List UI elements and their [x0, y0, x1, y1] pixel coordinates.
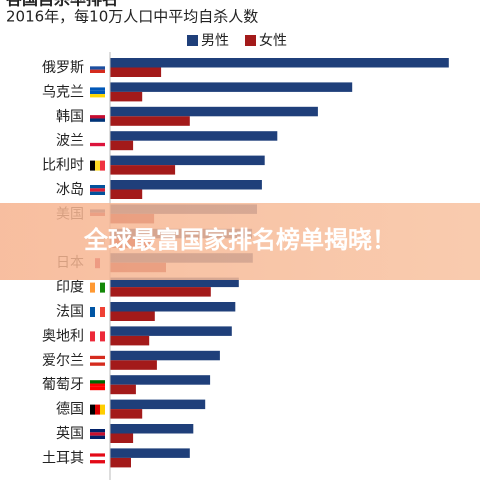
bar: [110, 448, 190, 458]
bar: [110, 82, 353, 92]
flag: [90, 87, 105, 91]
flag: [90, 453, 105, 457]
y-tick-label: 比利时: [42, 158, 84, 174]
chart-subtitle: 2016年，每10万人口中平均自杀人数: [6, 8, 258, 26]
bar: [110, 375, 211, 385]
bar: [110, 360, 157, 370]
bar: [110, 433, 134, 443]
y-tick-label: 冰岛: [56, 182, 84, 198]
bar: [110, 91, 143, 102]
y-tick-label: 德国: [56, 402, 84, 418]
flag: [95, 404, 100, 415]
bar: [110, 131, 278, 141]
y-tick-label: 印度: [56, 280, 84, 296]
flag: [90, 429, 105, 433]
bar: [110, 165, 176, 175]
bar: [110, 277, 239, 288]
flag: [90, 435, 105, 439]
bar: [110, 180, 262, 190]
flag: [90, 185, 105, 189]
flag: [90, 456, 105, 461]
flag: [90, 69, 105, 73]
flag: [90, 380, 105, 384]
bar: [110, 457, 131, 468]
legend-label: 男性: [201, 33, 229, 49]
flag: [100, 160, 105, 171]
y-tick-label: 法国: [56, 304, 84, 320]
flag: [90, 66, 105, 70]
flag: [90, 115, 105, 119]
flag: [90, 282, 95, 293]
flag: [90, 111, 105, 116]
flag: [90, 460, 105, 464]
flag: [95, 331, 100, 342]
bar: [110, 116, 190, 126]
flag: [90, 90, 105, 95]
flag: [90, 432, 105, 436]
bar: [110, 424, 194, 434]
y-tick-label: 爱尔兰: [42, 353, 84, 369]
flag: [90, 94, 105, 98]
banner-bg: [0, 203, 480, 280]
y-tick-label: 俄罗斯: [42, 60, 84, 76]
flag: [90, 331, 95, 342]
bar: [110, 140, 134, 151]
bar: [110, 287, 211, 297]
flag: [95, 282, 100, 293]
bar: [110, 155, 265, 166]
flag: [90, 359, 105, 363]
y-tick-label: 韩国: [56, 109, 84, 125]
legend-swatch: [245, 35, 256, 46]
bar: [110, 326, 232, 336]
flag: [90, 386, 105, 391]
bar: [110, 106, 318, 117]
flag: [95, 160, 100, 171]
y-tick-label: 英国: [56, 425, 84, 442]
chart-title: 各国自杀率排名: [5, 0, 118, 9]
flag: [90, 118, 105, 122]
y-tick-label: 土耳其: [42, 450, 84, 466]
flag: [90, 139, 105, 143]
legend-label: 女性: [259, 32, 287, 49]
bar: [110, 335, 150, 346]
flag: [90, 136, 105, 140]
bar: [110, 399, 206, 410]
flag: [90, 362, 105, 366]
flag: [90, 63, 105, 67]
flag: [100, 307, 105, 317]
bar: [110, 67, 162, 77]
y-tick-label: 乌克兰: [42, 84, 84, 100]
y-tick-label: 葡萄牙: [42, 377, 84, 393]
bar: [110, 409, 143, 419]
y-tick-label: 波兰: [56, 133, 84, 149]
flag: [90, 383, 105, 387]
bar: [110, 311, 155, 321]
bar: [110, 58, 449, 68]
banner-text: 全球最富国家排名榜单揭晓！: [83, 226, 396, 254]
flag: [90, 142, 105, 147]
legend-swatch: [187, 35, 198, 46]
flag: [100, 404, 105, 415]
flag: [90, 188, 105, 192]
bar: [110, 384, 136, 395]
flag: [100, 282, 105, 293]
flag: [100, 331, 105, 342]
flag: [95, 307, 100, 317]
flag: [90, 191, 105, 195]
flag: [90, 307, 95, 317]
bar: [110, 302, 236, 312]
y-tick-label: 奥地利: [42, 327, 84, 344]
flag: [90, 404, 95, 415]
bar: [110, 350, 220, 361]
bar: [110, 189, 143, 199]
flag: [90, 355, 105, 360]
flag: [90, 160, 95, 171]
